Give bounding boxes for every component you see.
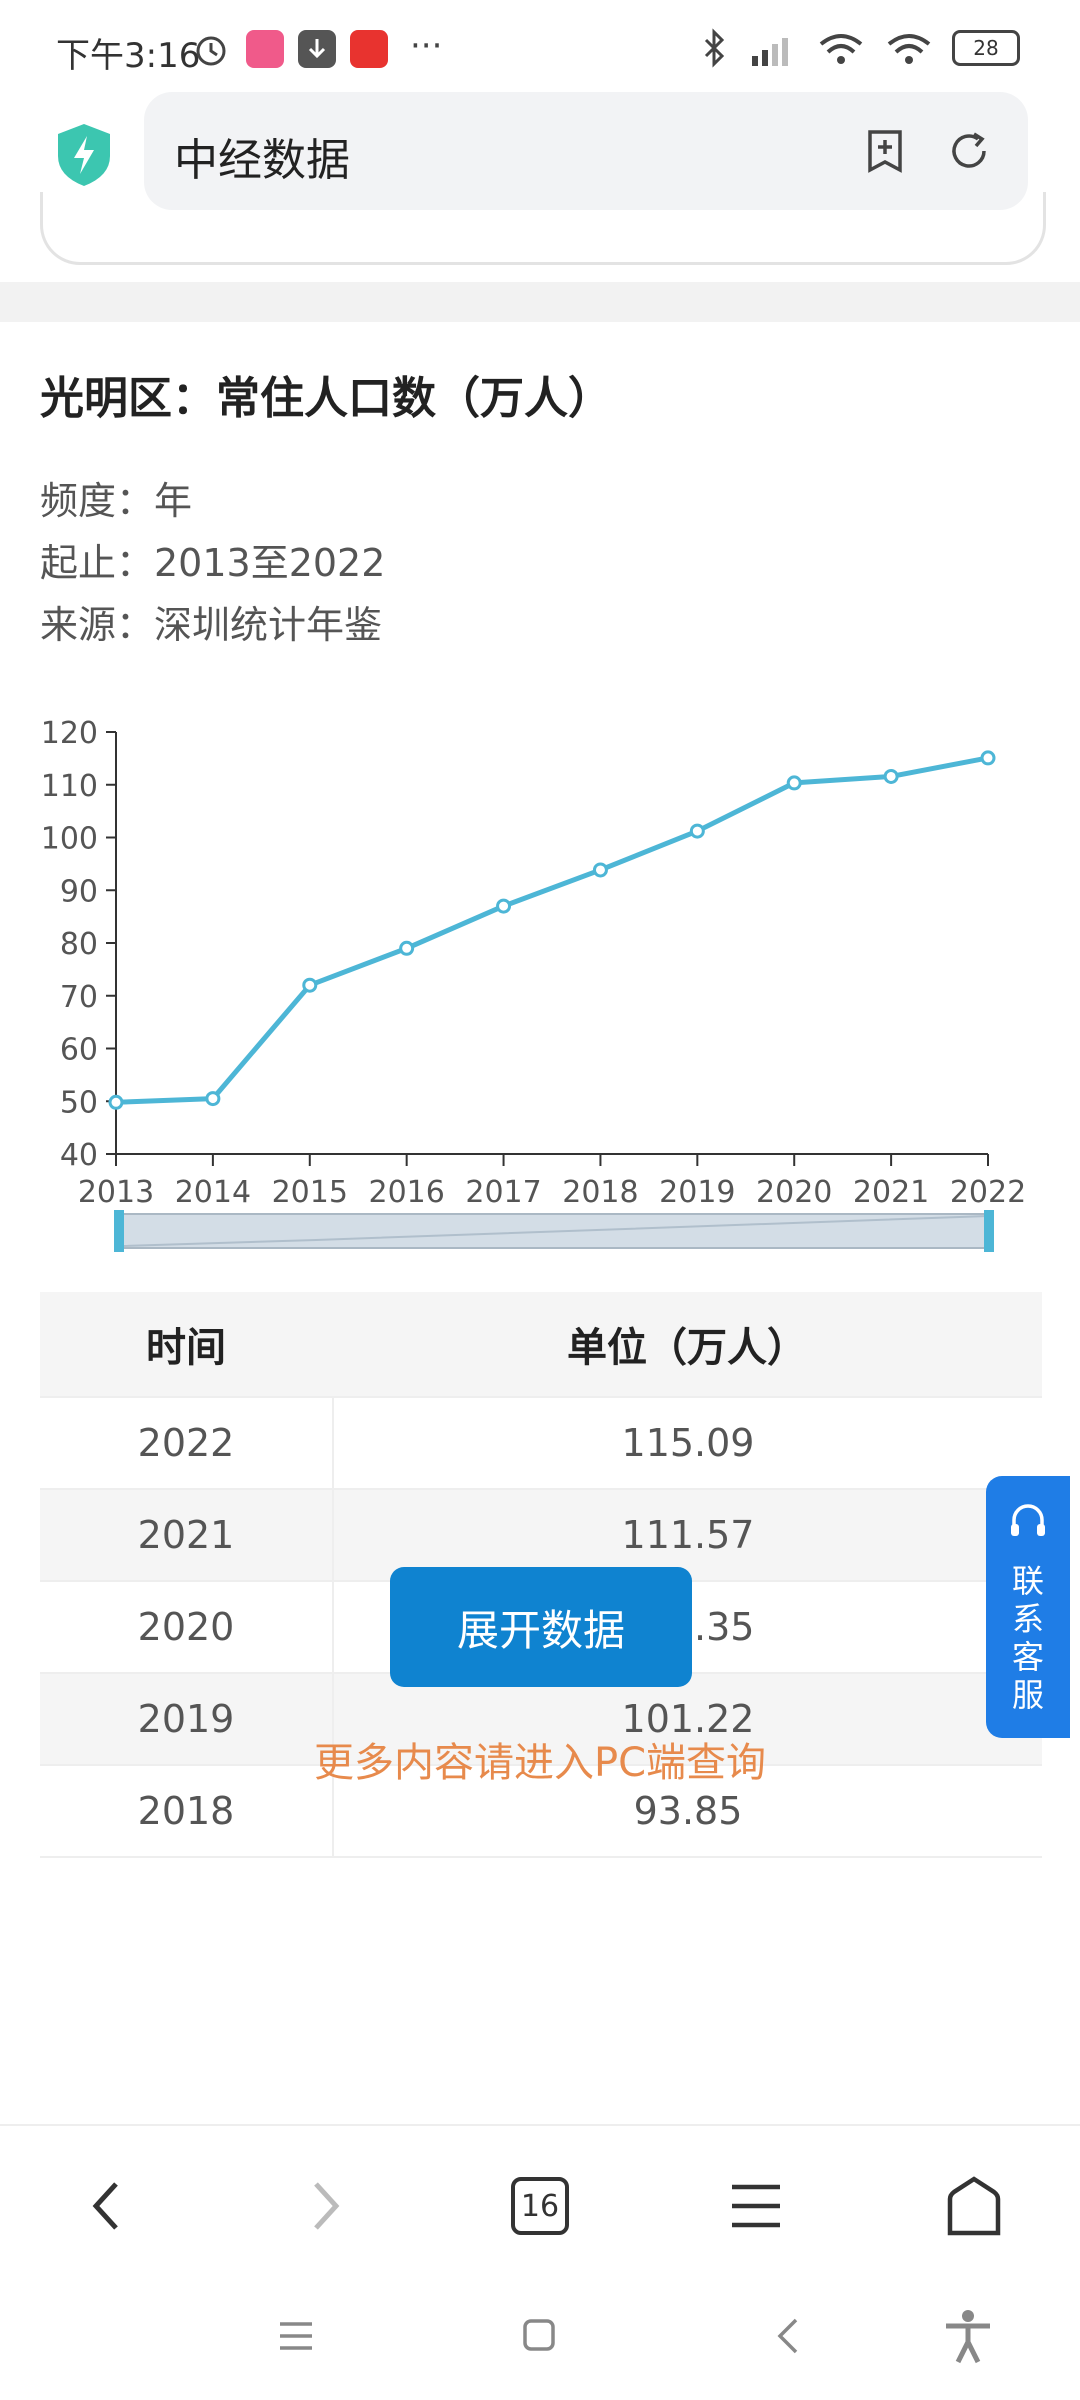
menu-button[interactable] (716, 2166, 796, 2246)
shield-bolt-icon[interactable] (54, 122, 114, 188)
x-tick-label: 2022 (950, 1175, 1026, 1210)
zoom-slider-preview (121, 1215, 989, 1247)
row-value: 115.09 (621, 1421, 755, 1465)
pc-more-link[interactable]: 更多内容请进入PC端查询 (313, 1740, 767, 1786)
table-row: 2022 115.09 (40, 1398, 1042, 1490)
status-time: 下午3:16 (56, 36, 201, 76)
forward-button[interactable] (286, 2166, 366, 2246)
status-bar: 下午3:16 ··· 28 (0, 0, 1080, 92)
table-row: 2021 111.57 (40, 1490, 1042, 1582)
tabs-button[interactable]: 16 (500, 2166, 580, 2246)
row-value: 111.57 (621, 1513, 755, 1557)
tabs-icon (511, 2177, 569, 2235)
row-year: 2020 (40, 1582, 334, 1672)
data-point (399, 940, 415, 956)
home-icon (947, 2176, 1001, 2236)
column-header-year: 时间 (146, 1325, 226, 1371)
x-tick-label: 2016 (368, 1175, 444, 1210)
y-tick-label: 50 (60, 1085, 98, 1120)
date-range-text: 起止：2013至2022 (40, 541, 386, 585)
zoom-handle-left[interactable] (114, 1210, 124, 1252)
y-tick-label: 110 (41, 769, 98, 804)
data-point (592, 862, 608, 878)
table-row: 2018 93.85 (40, 1766, 1042, 1858)
data-table: 时间 单位（万人） 2022 115.09 2021 111.57 2020 1… (40, 1292, 1042, 1858)
data-point (496, 898, 512, 914)
system-navigation (0, 2274, 1080, 2400)
bluetooth-icon (704, 28, 725, 68)
row-year: 2018 (40, 1766, 334, 1856)
y-tick-label: 120 (41, 716, 98, 751)
accessibility-icon[interactable] (942, 2308, 994, 2364)
x-tick-label: 2018 (562, 1175, 638, 1210)
y-tick-label: 70 (60, 980, 98, 1015)
customer-service-button[interactable]: 联系客服 (986, 1476, 1070, 1738)
app-notification-icon (350, 30, 388, 68)
browser-bottom-nav: 16 (0, 2124, 1080, 2276)
alarm-icon (196, 36, 226, 66)
add-bookmark-icon[interactable] (860, 126, 910, 176)
x-tick-label: 2020 (756, 1175, 832, 1210)
column-header-value: 单位（万人） (567, 1325, 807, 1371)
page-title-in-bar: 中经数据 (174, 135, 350, 186)
y-tick-label: 100 (41, 822, 98, 857)
battery-indicator: 28 (952, 30, 1020, 66)
frequency-text: 频度：年 (40, 479, 193, 523)
system-home-icon[interactable] (522, 2318, 556, 2352)
x-tick-label: 2014 (175, 1175, 251, 1210)
wifi-icon (887, 34, 931, 64)
recent-apps-icon[interactable] (278, 2320, 314, 2352)
refresh-icon[interactable] (944, 126, 994, 176)
data-point (689, 823, 705, 839)
divider-band (0, 282, 1080, 322)
row-year: 2019 (40, 1674, 334, 1764)
data-point (108, 1094, 124, 1110)
system-back-icon[interactable] (776, 2316, 800, 2356)
zoom-handle-right[interactable] (984, 1210, 994, 1252)
menu-icon (732, 2184, 780, 2228)
y-tick-label: 80 (60, 927, 98, 962)
more-notifications: ··· (410, 26, 443, 66)
app-notification-icon (246, 30, 284, 68)
search-box-bottom[interactable] (40, 192, 1046, 265)
population-line-chart[interactable]: 40 50 60 70 80 90 100 110 120 2013 2014 2015 2016 201… (0, 692, 1080, 1592)
x-tick-label: 2015 (272, 1175, 348, 1210)
table-header: 时间 单位（万人） (40, 1292, 1042, 1398)
data-point (883, 768, 899, 784)
y-tick-label: 60 (60, 1033, 98, 1068)
y-tick-label: 40 (60, 1138, 98, 1173)
address-bar[interactable]: 中经数据 (144, 92, 1028, 210)
tabs-count: 16 (520, 2188, 560, 2224)
expand-data-button[interactable]: 展开数据 (390, 1567, 692, 1687)
data-point (302, 977, 318, 993)
x-tick-label: 2019 (659, 1175, 735, 1210)
y-tick-label: 90 (60, 874, 98, 909)
customer-service-label: 联系客服 (1011, 1562, 1044, 1714)
wifi-icon (819, 34, 863, 64)
row-value: 101.22 (621, 1697, 755, 1741)
home-button[interactable] (934, 2166, 1014, 2246)
data-point (980, 750, 996, 766)
x-tick-label: 2017 (465, 1175, 541, 1210)
source-text: 来源：深圳统计年鉴 (40, 603, 383, 647)
x-tick-label: 2013 (78, 1175, 154, 1210)
search-area-remnant (0, 192, 1080, 282)
row-value: 93.85 (633, 1789, 743, 1833)
signal-icon (752, 38, 788, 66)
population-series-line (115, 755, 989, 1105)
headset-icon (1011, 1504, 1045, 1536)
data-point (786, 775, 802, 791)
forward-icon (314, 2182, 340, 2230)
back-button[interactable] (66, 2166, 146, 2246)
table-row: 2019 101.22 (40, 1674, 1042, 1766)
row-year: 2022 (40, 1398, 334, 1488)
browser-toolbar: 中经数据 (0, 92, 1080, 232)
page-title: 光明区：常住人口数（万人） (40, 373, 612, 424)
row-year: 2021 (40, 1490, 334, 1580)
download-icon (298, 30, 336, 68)
x-tick-label: 2021 (853, 1175, 929, 1210)
data-point (205, 1091, 221, 1107)
back-icon (92, 2182, 118, 2230)
